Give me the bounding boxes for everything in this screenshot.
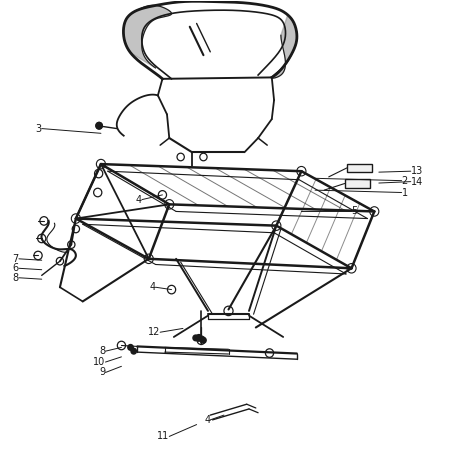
Text: 10: 10 bbox=[93, 357, 106, 367]
Circle shape bbox=[96, 123, 102, 129]
FancyBboxPatch shape bbox=[347, 163, 372, 172]
Circle shape bbox=[201, 337, 206, 343]
Text: 4: 4 bbox=[204, 415, 210, 425]
Circle shape bbox=[196, 334, 202, 341]
FancyBboxPatch shape bbox=[345, 179, 370, 188]
Text: 8: 8 bbox=[99, 346, 106, 356]
Text: 7: 7 bbox=[13, 254, 19, 264]
Text: 14: 14 bbox=[411, 177, 423, 187]
Text: 12: 12 bbox=[148, 327, 160, 337]
Text: 2: 2 bbox=[402, 176, 408, 186]
Text: 11: 11 bbox=[157, 431, 169, 441]
Polygon shape bbox=[272, 15, 297, 78]
Text: 9: 9 bbox=[99, 368, 106, 378]
Text: 5: 5 bbox=[351, 207, 358, 217]
Text: 8: 8 bbox=[13, 273, 19, 283]
Text: 4: 4 bbox=[136, 195, 142, 205]
Circle shape bbox=[131, 348, 137, 354]
Text: 3: 3 bbox=[36, 124, 42, 133]
Text: 13: 13 bbox=[411, 166, 423, 176]
Text: 4: 4 bbox=[149, 282, 155, 292]
Text: 1: 1 bbox=[402, 188, 408, 198]
Circle shape bbox=[128, 344, 133, 350]
Circle shape bbox=[193, 335, 198, 341]
Text: 6: 6 bbox=[13, 263, 19, 273]
Polygon shape bbox=[123, 5, 171, 68]
